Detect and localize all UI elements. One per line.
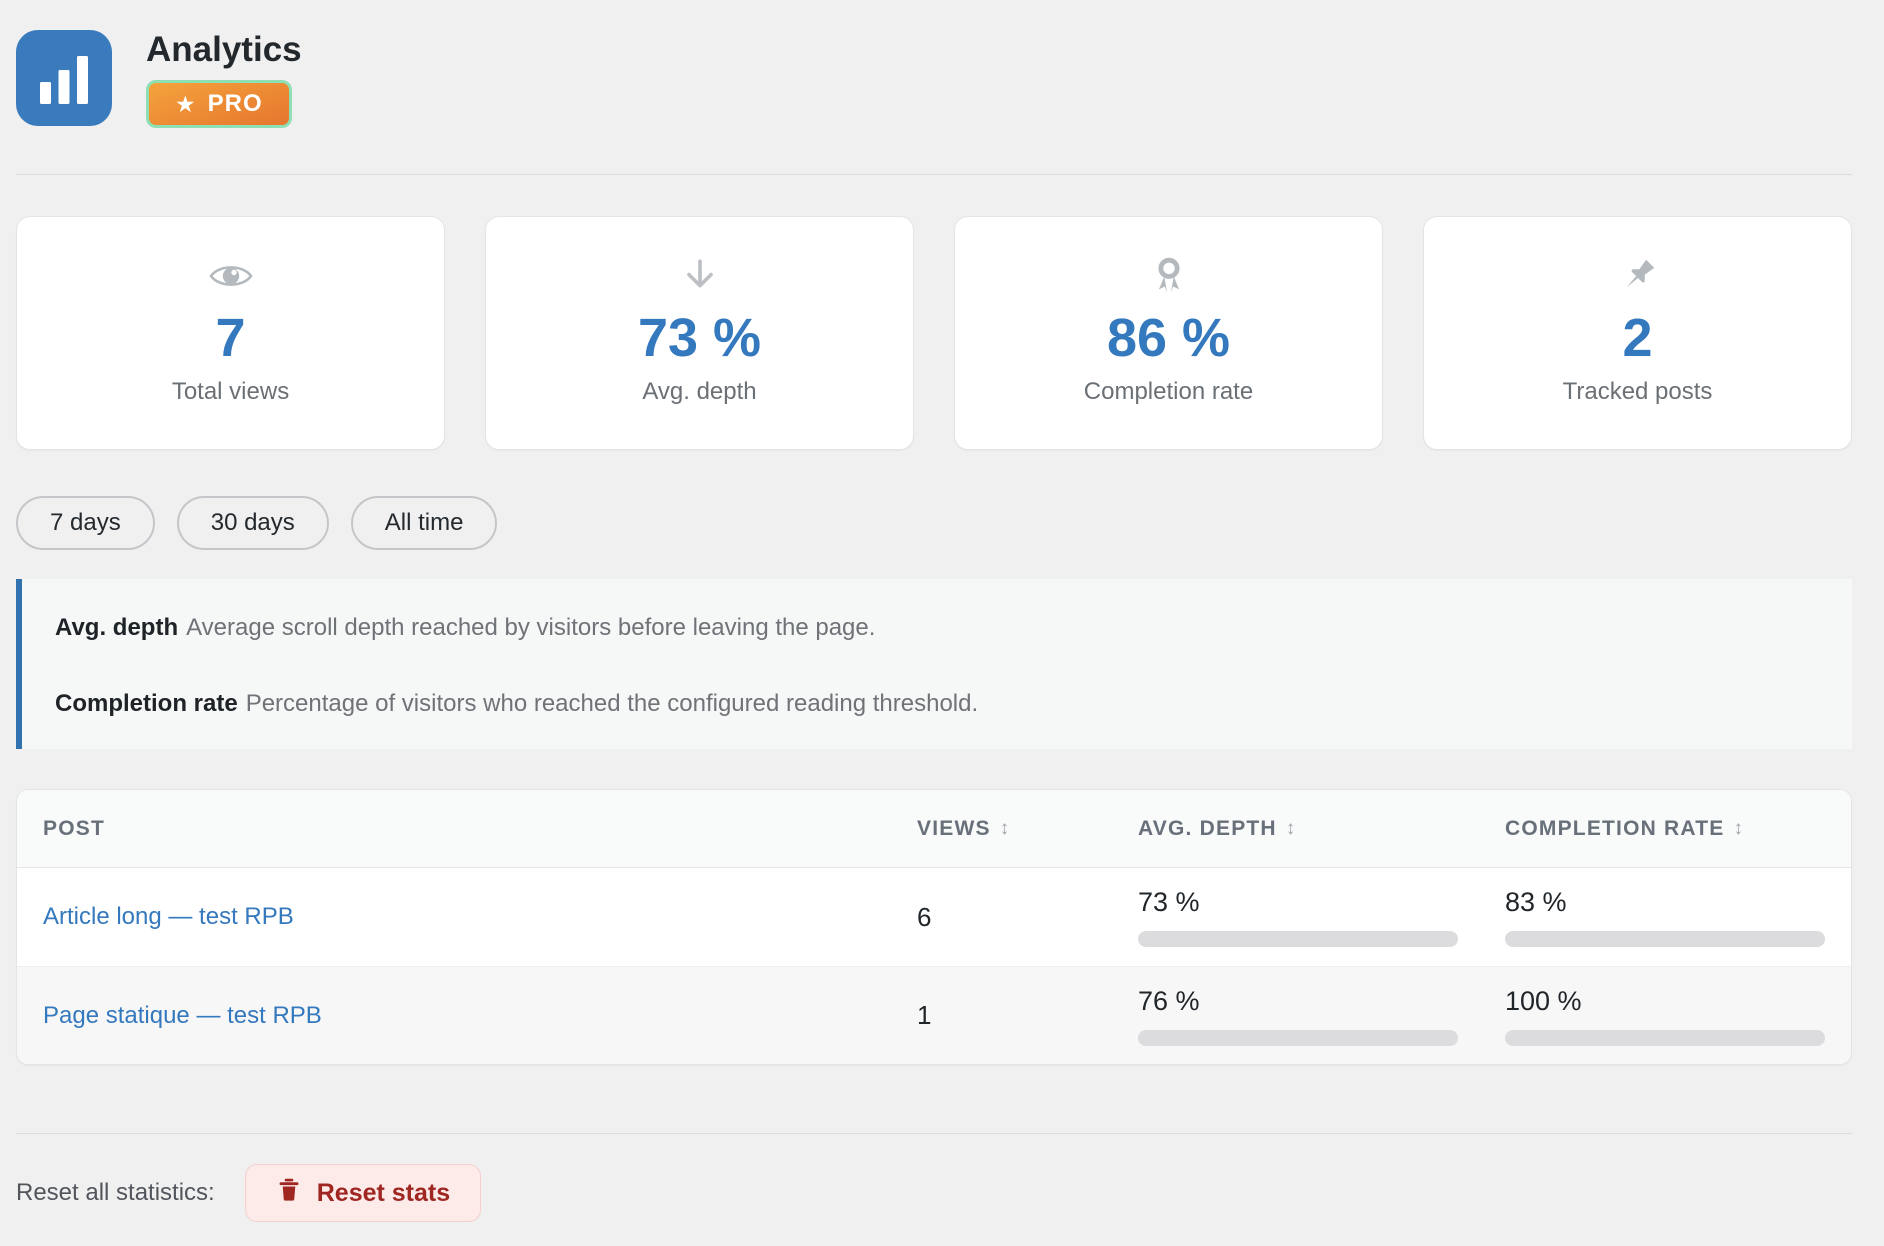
stat-card-avg-depth: 73 % Avg. depth [485,216,914,451]
avg-depth-cell: 76 % [1138,986,1505,1046]
reset-button-label: Reset stats [316,1178,451,1207]
info-term: Avg. depth [55,614,179,642]
stat-value: 7 [215,308,246,369]
stat-label: Tracked posts [1562,378,1713,406]
progress-bar-track [1138,931,1458,948]
trash-icon [276,1177,302,1210]
sort-icon[interactable]: ↕ [1285,817,1297,839]
filter-all-time-button[interactable]: All time [350,496,498,551]
filter-30-days-button[interactable]: 30 days [176,496,329,551]
avg-depth-cell: 73 % [1138,887,1505,948]
pushpin-icon [1615,253,1661,299]
stat-card-total-views: 7 Total views [16,216,445,451]
column-header-avg-depth[interactable]: AVG. DEPTH ↕ [1138,816,1297,840]
reset-label: Reset all statistics: [16,1179,215,1207]
posts-stats-table: POST VIEWS ↕ AVG. DEPTH ↕ COMPLETION RAT… [16,789,1852,1066]
avg-depth-value: 73 % [1138,887,1200,918]
column-header-completion-rate[interactable]: COMPLETION RATE ↕ [1505,816,1745,840]
pro-badge-label: PRO [207,90,263,118]
info-description: Percentage of visitors who reached the c… [245,690,979,718]
post-cell: Page statique — test RPB [43,1002,917,1030]
header-text: Analytics ★ PRO [146,30,302,129]
table-header-row: POST VIEWS ↕ AVG. DEPTH ↕ COMPLETION RAT… [17,790,1851,869]
time-range-filters: 7 days 30 days All time [16,496,1852,551]
sort-icon[interactable]: ↕ [1733,817,1745,839]
post-link[interactable]: Article long — test RPB [43,903,294,931]
stat-value: 86 % [1106,308,1231,369]
progress-bar-track [1505,931,1825,948]
sort-icon[interactable]: ↕ [999,817,1011,839]
table-row: Article long — test RPB 6 73 % 83 % [17,868,1851,966]
stat-label: Total views [171,378,290,406]
page-header: Analytics ★ PRO [16,30,1852,129]
reset-stats-button[interactable]: Reset stats [244,1164,482,1223]
footer-divider [16,1133,1852,1135]
page-title: Analytics [146,30,302,69]
pro-badge: ★ PRO [146,80,292,129]
info-completion-rate: Completion rate Percentage of visitors wh… [55,689,1812,719]
completion-rate-value: 100 % [1505,985,1582,1016]
eye-icon [207,253,255,299]
metrics-info-box: Avg. depth Average scroll depth reached b… [16,579,1852,750]
arrow-down-icon [678,253,722,299]
completion-rate-cell: 100 % [1505,986,1825,1046]
info-avg-depth: Avg. depth Average scroll depth reached b… [55,613,1812,643]
post-link[interactable]: Page statique — test RPB [43,1001,322,1029]
progress-bar-track [1138,1029,1458,1046]
stat-cards: 7 Total views 73 % Avg. depth 86 % Compl [16,216,1852,451]
stat-value: 2 [1622,308,1653,369]
post-cell: Article long — test RPB [43,903,917,931]
stat-label: Avg. depth [642,378,757,406]
stat-card-tracked-posts: 2 Tracked posts [1423,216,1852,451]
info-term: Completion rate [55,690,238,718]
table-row: Page statique — test RPB 1 76 % 100 % [17,966,1851,1065]
filter-7-days-button[interactable]: 7 days [16,496,155,551]
column-header-views[interactable]: VIEWS ↕ [917,816,1011,840]
progress-bar-track [1505,1029,1825,1046]
stat-value: 73 % [637,308,762,369]
info-description: Average scroll depth reached by visitors… [186,614,876,642]
stat-card-completion-rate: 86 % Completion rate [954,216,1383,451]
star-icon: ★ [175,90,197,117]
medal-icon [1146,253,1192,299]
avg-depth-value: 76 % [1138,985,1200,1016]
views-cell: 6 [917,901,932,932]
analytics-logo-bar-chart-icon [16,30,112,126]
header-divider [16,174,1852,176]
column-header-post: POST [43,816,105,840]
completion-rate-cell: 83 % [1505,887,1825,948]
stat-label: Completion rate [1083,378,1254,406]
views-cell: 1 [917,1000,932,1031]
reset-section: Reset all statistics: Reset stats [16,1164,1852,1246]
completion-rate-value: 83 % [1505,887,1567,918]
